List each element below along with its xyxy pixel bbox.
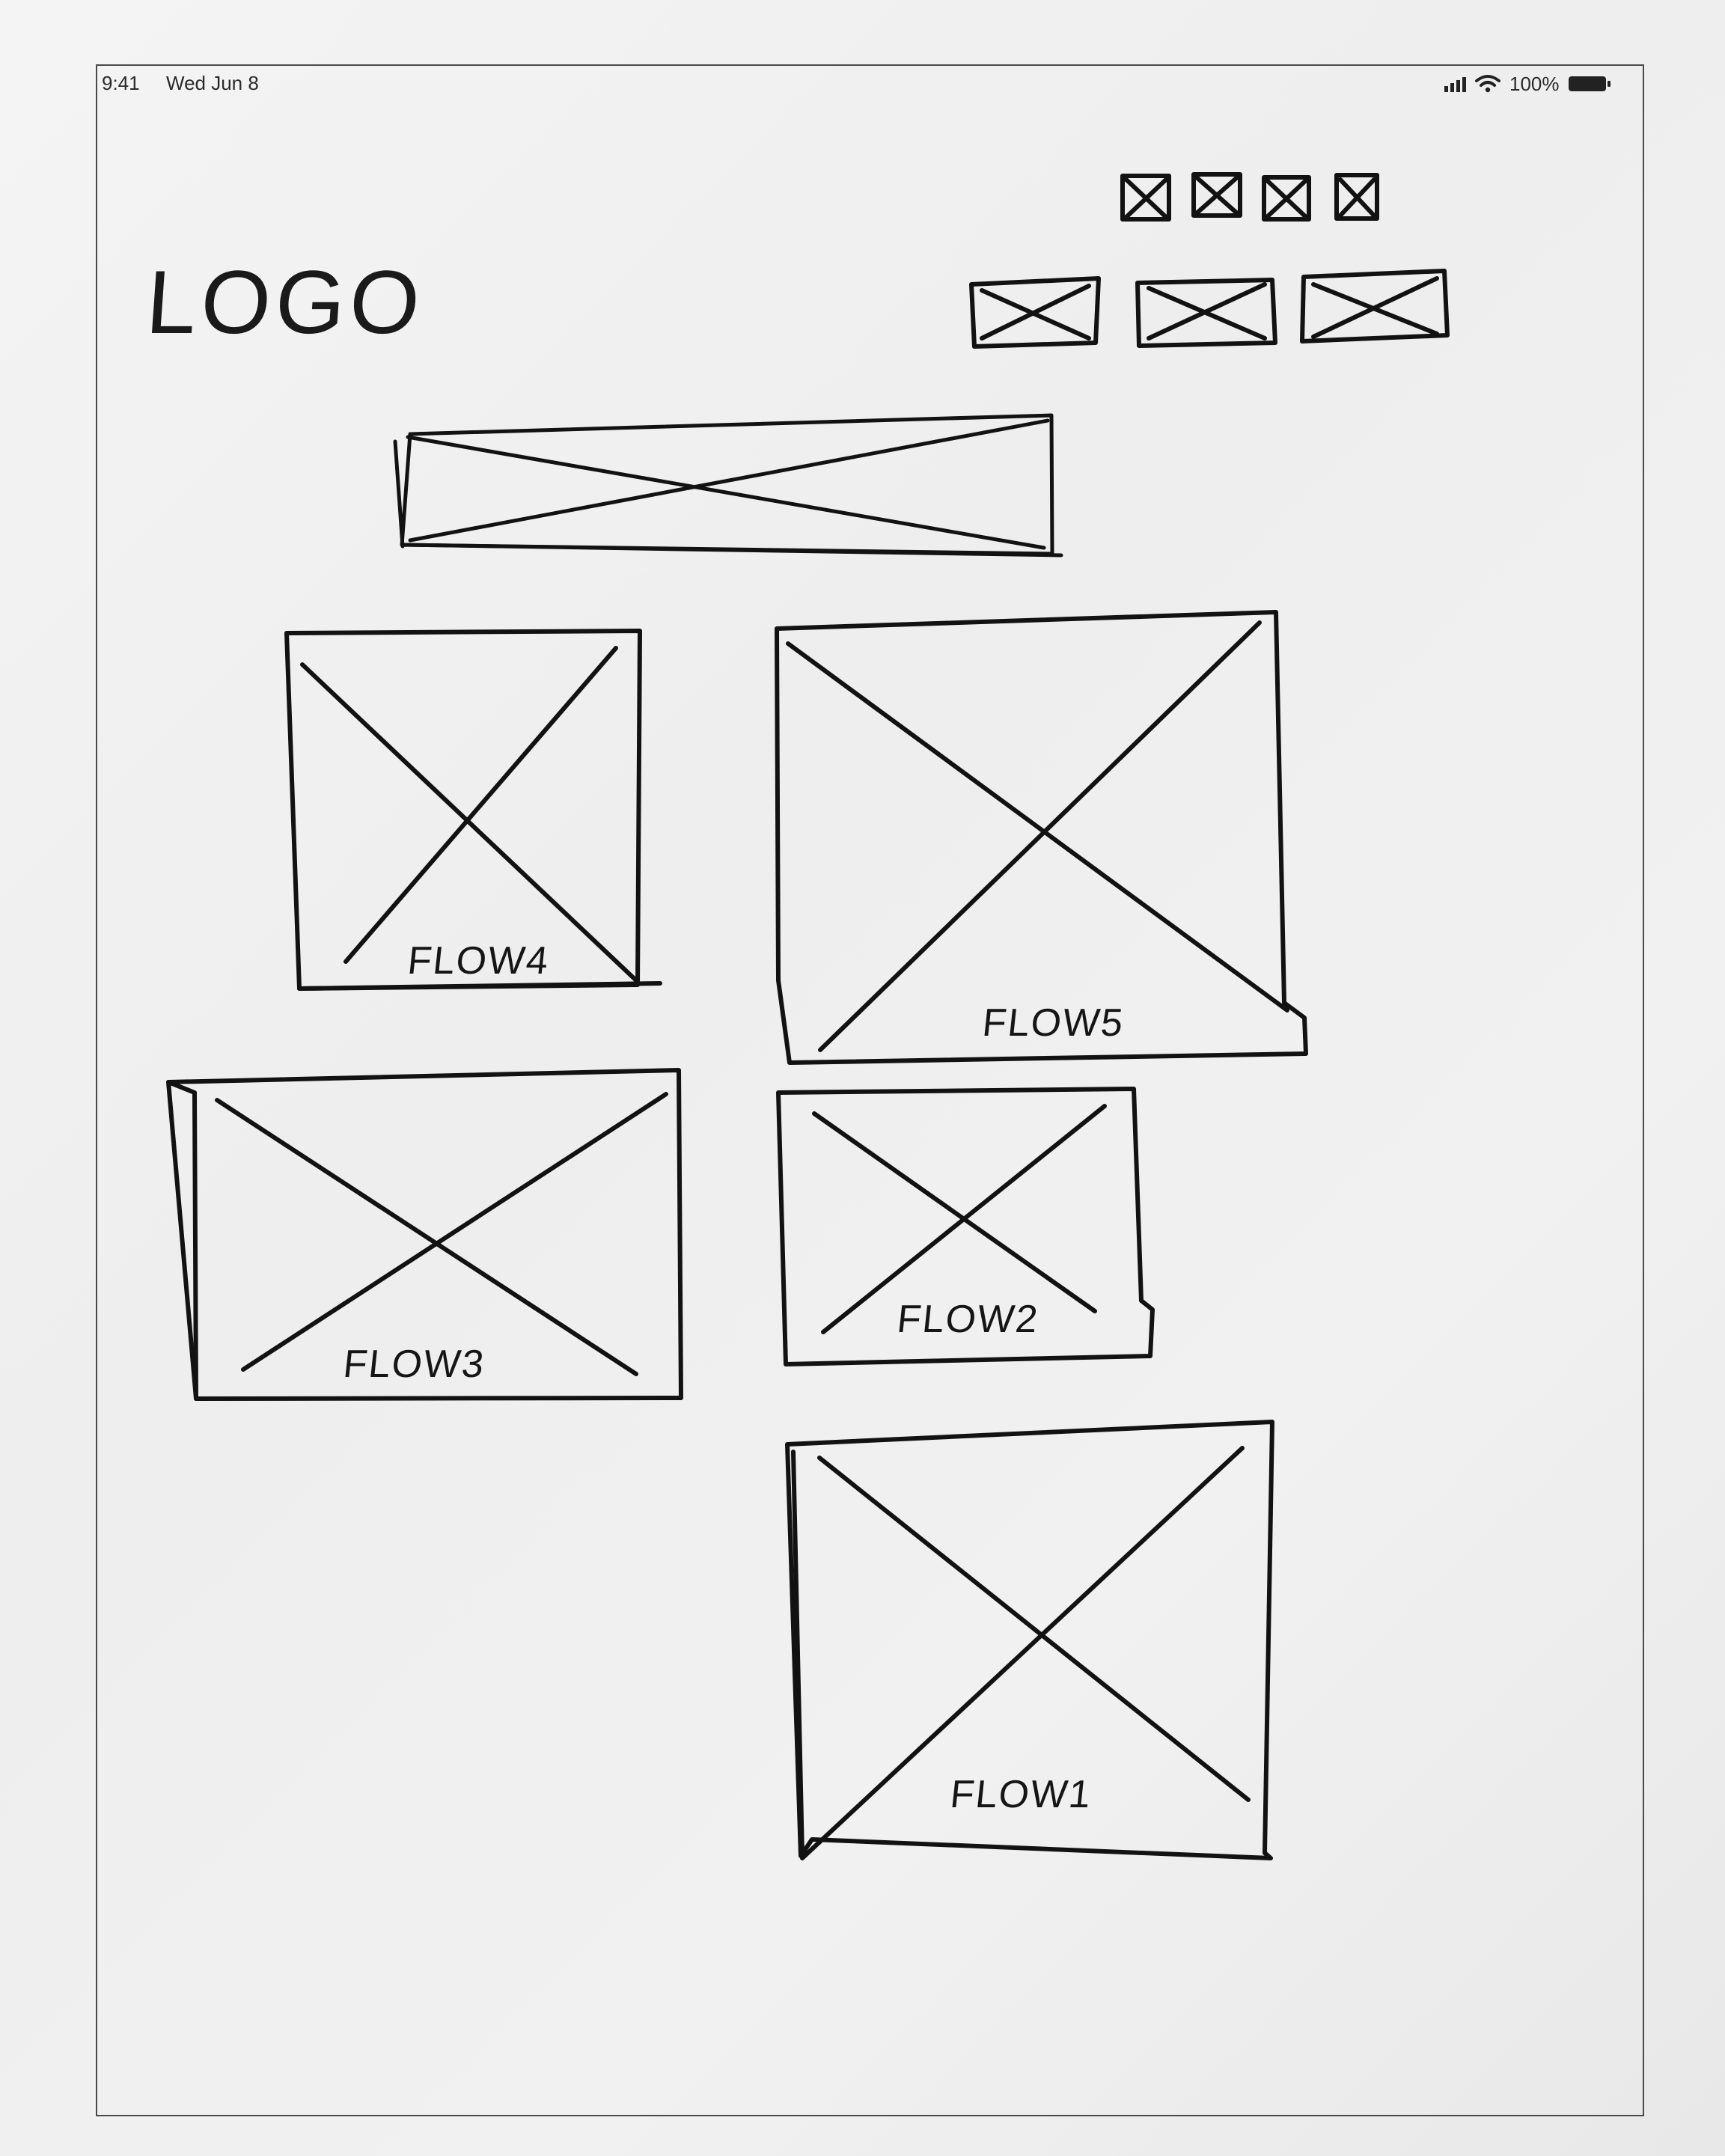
wifi-icon (1475, 75, 1500, 93)
logo[interactable]: LOGO (143, 252, 428, 352)
flow2-card-hit[interactable] (778, 1089, 1152, 1366)
nav-button-1-hit[interactable] (971, 277, 1100, 348)
status-time: 9:41 (102, 72, 140, 94)
nav-button-2-hit[interactable] (1138, 278, 1277, 347)
status-right: 100% (1444, 69, 1610, 99)
flow5-card-hit[interactable] (777, 612, 1307, 1064)
status-date: Wed Jun 8 (166, 72, 259, 94)
flow4-card-hit[interactable] (287, 631, 661, 990)
header-icon-2[interactable] (1194, 174, 1240, 220)
battery-percent: 100% (1509, 72, 1560, 95)
ipad-frame (96, 64, 1644, 2116)
flow1-card-hit[interactable] (787, 1422, 1272, 1860)
flow3-card-hit[interactable] (168, 1070, 682, 1399)
signal-icon (1444, 76, 1466, 92)
banner-hit[interactable] (397, 415, 1063, 558)
header-icon-1[interactable] (1123, 174, 1169, 220)
header-icon-4[interactable] (1337, 174, 1379, 220)
header-icon-3[interactable] (1264, 174, 1310, 220)
nav-button-3-hit[interactable] (1302, 269, 1449, 343)
battery-icon (1568, 76, 1610, 91)
